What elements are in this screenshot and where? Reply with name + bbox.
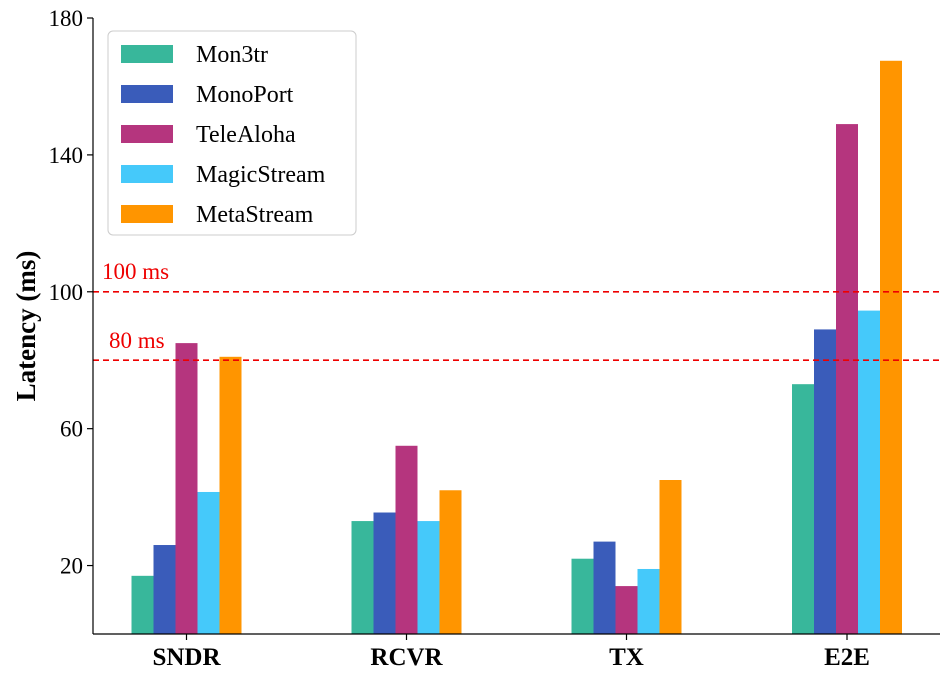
legend: Mon3tr MonoPort TeleAloha MagicStream MetaSt… bbox=[107, 30, 357, 236]
bar-monoport-sndr bbox=[153, 545, 176, 634]
legend-swatch-telealoha bbox=[121, 125, 173, 143]
bar-monoport-e2e bbox=[814, 329, 836, 634]
plot-area bbox=[131, 60, 902, 635]
y-tick-label-20: 20 bbox=[60, 554, 83, 579]
bar-magicstream-tx bbox=[637, 568, 660, 634]
bar-mon3tr-rcvr bbox=[351, 521, 374, 634]
legend-label-telealoha: TeleAloha bbox=[196, 122, 296, 148]
x-tick-label-rcvr: RCVR bbox=[370, 644, 443, 671]
bar-metastream-rcvr bbox=[439, 490, 462, 634]
legend-swatch-mon3tr bbox=[121, 45, 173, 63]
reference-label-80: 80 ms bbox=[109, 328, 165, 353]
bar-magicstream-e2e bbox=[858, 310, 880, 634]
bar-metastream-e2e bbox=[880, 60, 902, 635]
bar-metastream-tx bbox=[659, 480, 682, 634]
bar-magicstream-rcvr bbox=[417, 521, 440, 634]
bar-monoport-rcvr bbox=[373, 512, 396, 634]
bar-metastream-sndr bbox=[219, 356, 242, 634]
legend-box bbox=[107, 30, 357, 236]
bar-mon3tr-tx bbox=[571, 558, 594, 634]
legend-swatch-monoport bbox=[121, 85, 173, 103]
y-tick-label-140: 140 bbox=[49, 143, 84, 168]
bar-telealoha-rcvr bbox=[395, 445, 418, 634]
y-tick-label-100: 100 bbox=[49, 280, 84, 305]
bar-mon3tr-e2e bbox=[792, 384, 814, 634]
bar-telealoha-sndr bbox=[175, 343, 198, 634]
reference-label-100: 100 ms bbox=[102, 259, 169, 284]
reference-lines: 100 ms 80 ms bbox=[93, 259, 940, 362]
legend-swatch-metastream bbox=[121, 205, 173, 223]
y-tick-label-60: 60 bbox=[60, 417, 83, 442]
bar-magicstream-sndr bbox=[197, 491, 220, 634]
y-axis-label: Latency (ms) bbox=[11, 251, 41, 402]
legend-label-magicstream: MagicStream bbox=[196, 162, 326, 188]
legend-swatch-magicstream bbox=[121, 165, 173, 183]
x-tick-label-e2e: E2E bbox=[824, 644, 870, 671]
legend-label-metastream: MetaStream bbox=[196, 202, 314, 228]
bar-telealoha-e2e bbox=[836, 124, 858, 634]
x-tick-label-sndr: SNDR bbox=[152, 644, 221, 671]
bar-monoport-tx bbox=[593, 541, 616, 634]
legend-label-mon3tr: Mon3tr bbox=[196, 42, 268, 68]
legend-label-monoport: MonoPort bbox=[196, 82, 294, 108]
bar-mon3tr-sndr bbox=[131, 575, 154, 634]
axes: 20 60 100 140 180 SNDR RCVR TX E2E Latency (ms) bbox=[11, 6, 940, 671]
y-tick-label-180: 180 bbox=[49, 6, 84, 31]
bar-telealoha-tx bbox=[615, 586, 638, 634]
x-tick-label-tx: TX bbox=[609, 644, 644, 671]
